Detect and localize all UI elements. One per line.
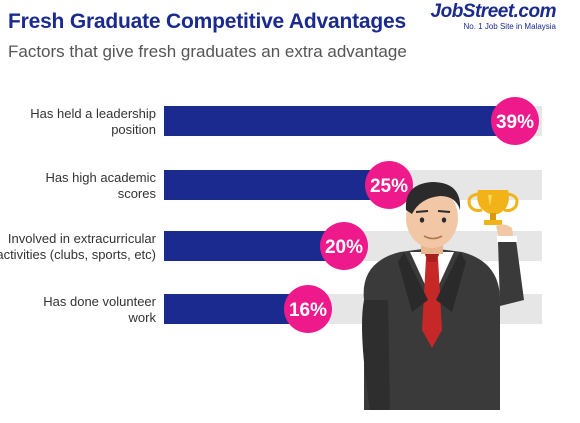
value-label: 16% — [289, 300, 327, 321]
businessman — [362, 182, 500, 410]
value-label: 20% — [325, 237, 363, 258]
value-badge — [320, 222, 368, 270]
chart-title: Fresh Graduate Competitive Advantages — [8, 10, 406, 33]
value-label: 39% — [496, 112, 534, 133]
category-label-line: Involved in extracurricular — [8, 231, 157, 246]
category-label-line: scores — [118, 186, 157, 201]
value-badge — [365, 161, 413, 209]
value-label: 25% — [370, 176, 408, 197]
category-label: Involved in extracurricular activities (c… — [0, 231, 157, 262]
bar — [164, 231, 344, 261]
logo-name: JobStreet.com — [430, 1, 557, 22]
category-label: Has done volunteer work — [43, 294, 156, 325]
value-badge — [284, 285, 332, 333]
category-label-line: activities (clubs, sports, etc) — [0, 247, 156, 262]
bar — [164, 170, 389, 200]
value-badge — [491, 97, 539, 145]
category-label-line: Has held a leadership — [30, 106, 156, 121]
chart-subtitle: Factors that give fresh graduates an ext… — [8, 42, 407, 61]
businessman-trophy-illustration — [362, 182, 524, 410]
category-label: Has high academic scores — [45, 170, 156, 201]
category-label-line: position — [111, 122, 156, 137]
jobstreet-logo: JobStreet.com No. 1 Job Site in Malaysia — [430, 1, 557, 32]
bar — [164, 106, 515, 136]
bars-layer: Has held a leadership position 39% Has high… — [0, 97, 542, 333]
logo-tagline: No. 1 Job Site in Malaysia — [463, 22, 557, 31]
category-label: Has held a leadership position — [30, 106, 156, 137]
category-label-line: Has done volunteer — [43, 294, 156, 309]
category-label-line: work — [128, 310, 157, 325]
category-label-line: Has high academic — [45, 170, 156, 185]
trophy-icon — [467, 190, 519, 225]
raised-arm — [496, 224, 524, 306]
